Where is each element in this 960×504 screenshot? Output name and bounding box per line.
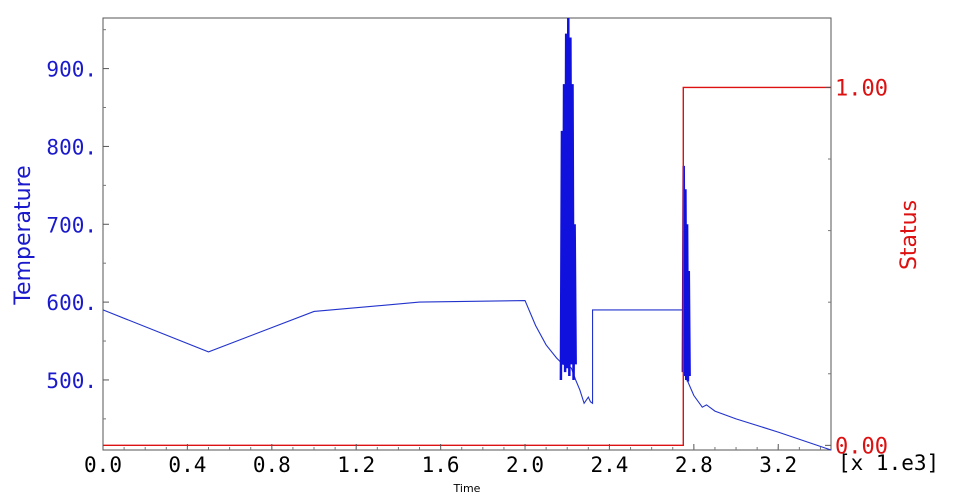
temperature-oscillation-line (559, 17, 577, 380)
y-left-tick-label: 600. (46, 291, 97, 315)
x-tick-label: 0.8 (253, 453, 291, 477)
x-axis: 0.0 0.4 0.8 1.2 1.6 2.0 2.4 2.8 3.2 (84, 444, 821, 477)
series-layer (102, 17, 832, 451)
x-tick-label: 1.2 (337, 453, 375, 477)
plot-frame (102, 17, 832, 451)
y-left-tick-label: 700. (46, 213, 97, 237)
y-right-tick-label: 1.00 (835, 76, 888, 101)
temperature-oscillation-line (681, 165, 691, 382)
x-tick-label: 3.2 (759, 453, 797, 477)
y-left-tick-label: 500. (46, 369, 97, 393)
y-right-tick-label: 0.00 (835, 434, 888, 459)
x-tick-label: 1.6 (422, 453, 460, 477)
y-axis-right: 0.00 1.00 (825, 76, 888, 459)
y-axis-left: 500. 600. 700. 800. 900. (46, 29, 109, 420)
x-tick-label: 0.0 (84, 453, 122, 477)
y-axis-left-title: Temperature (11, 165, 36, 305)
temperature-series-line (102, 299, 832, 451)
x-axis-title: Time (453, 482, 481, 495)
x-tick-label: 2.0 (506, 453, 544, 477)
x-tick-label: 2.4 (590, 453, 628, 477)
status-series-line (103, 86, 831, 447)
x-tick-label: 2.8 (675, 453, 713, 477)
x-axis-multiplier: [x 1.e3] (838, 451, 939, 475)
y-axis-right-title: Status (897, 200, 922, 270)
y-left-tick-label: 900. (46, 58, 97, 82)
x-tick-label: 0.4 (168, 453, 206, 477)
y-left-tick-label: 800. (46, 135, 97, 159)
